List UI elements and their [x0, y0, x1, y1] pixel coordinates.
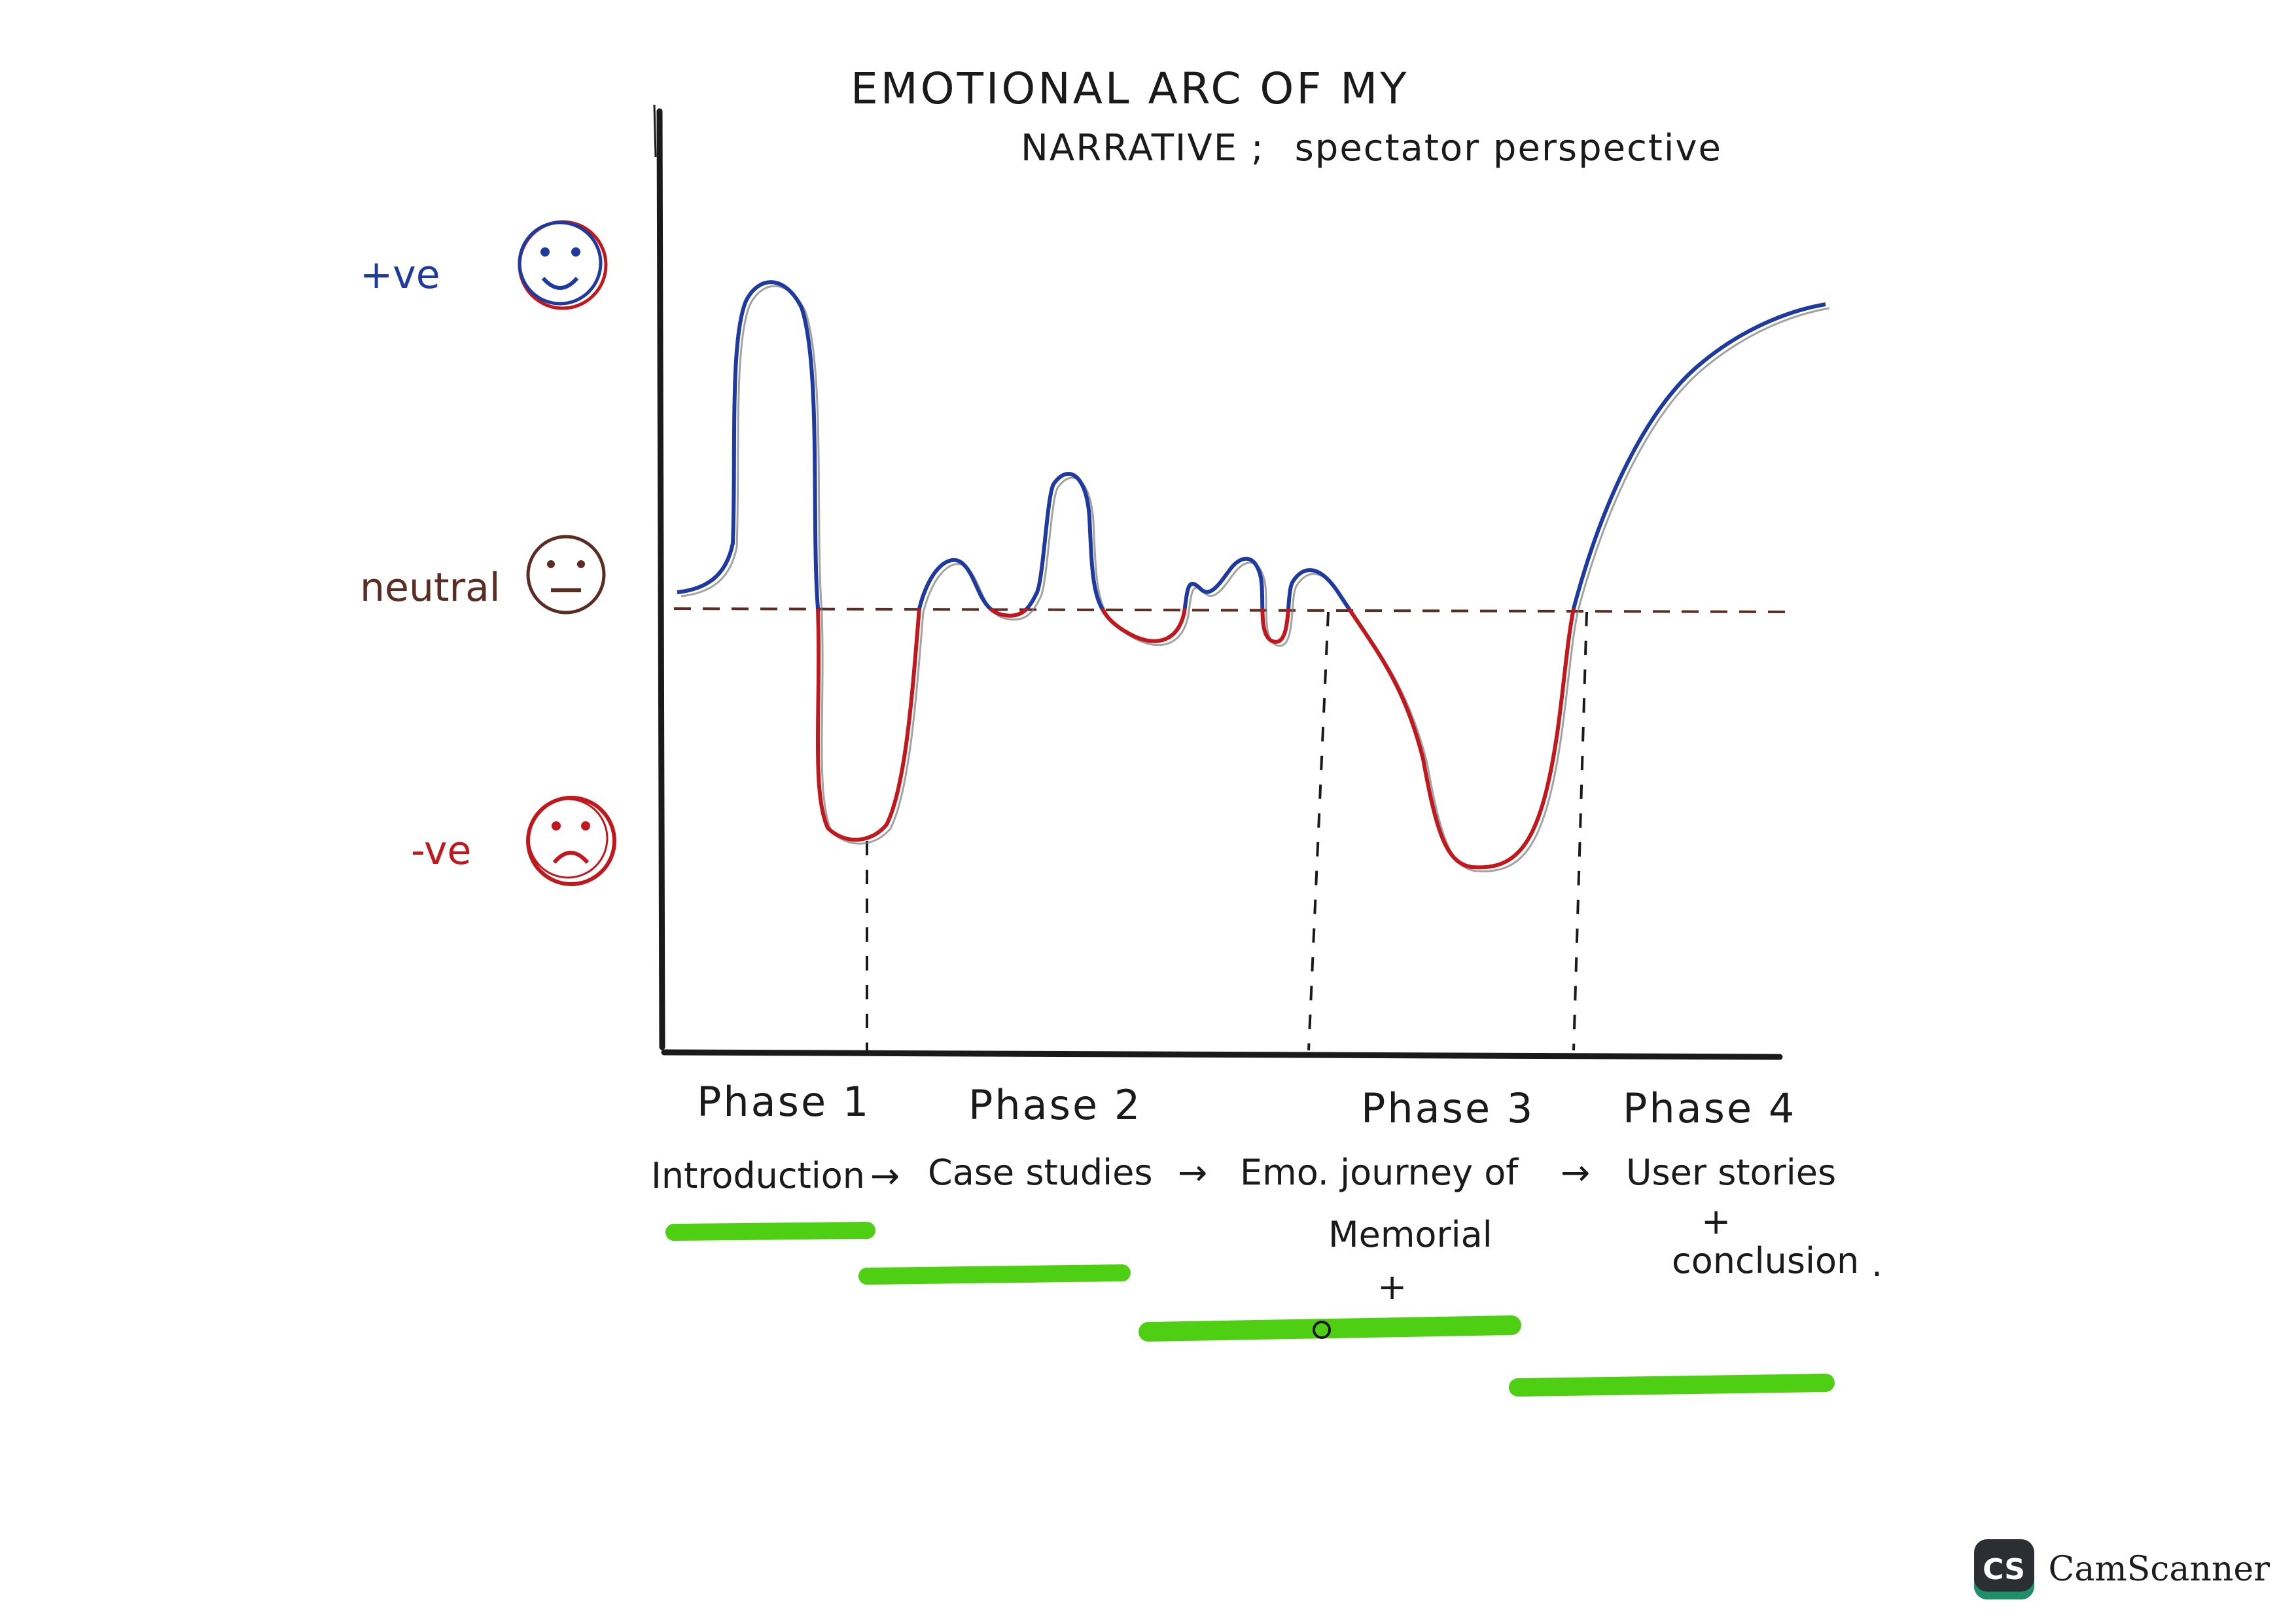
happy-face-icon: [518, 220, 608, 310]
chart-title-line2-caps: NARRATIVE ;: [1021, 127, 1265, 169]
stage-period: .: [1871, 1243, 1882, 1285]
y-level-neutral: neutral: [360, 535, 606, 615]
y-level-positive: +ve: [360, 220, 608, 310]
stage-flow: Introduction → Case studies → Emo. journ…: [651, 1152, 1882, 1308]
phase-label-2: Phase 2: [968, 1081, 1142, 1129]
curve-pencil-guide: [680, 285, 1830, 872]
phase-divider-3: [1572, 611, 1588, 1051]
stage-emo-journey: Emo. journey of: [1240, 1152, 1519, 1193]
y-axis-sketch-stroke: [653, 104, 657, 158]
neutral-baseline: [673, 607, 1793, 613]
y-level-negative: -ve: [411, 796, 616, 886]
emotion-curve: [677, 280, 1830, 872]
y-label-positive: +ve: [360, 252, 440, 298]
stage-memorial: Memorial: [1328, 1214, 1492, 1255]
y-label-neutral: neutral: [360, 565, 501, 611]
axes: [653, 104, 1783, 1060]
phase-label-3: Phase 3: [1361, 1084, 1534, 1132]
highlight-phase-4: [1509, 1374, 1835, 1397]
chart-title-line1: EMOTIONAL ARC OF MY: [851, 63, 1409, 114]
phase-dividers: [866, 611, 1588, 1051]
chart-title-line2-rest: spectator perspective: [1295, 127, 1722, 169]
phase-divider-2: [1307, 611, 1330, 1051]
curve-positive-segment: [677, 280, 1826, 609]
phase-highlights: [665, 1222, 1835, 1397]
stage-plus-2: +: [1701, 1201, 1731, 1242]
highlight-phase-2: [858, 1264, 1131, 1285]
camscanner-text: CamScanner: [2048, 1550, 2270, 1589]
highlight-phase-1: [665, 1222, 875, 1241]
x-axis: [661, 1049, 1783, 1060]
stage-introduction: Introduction: [651, 1155, 865, 1196]
phase-label-1: Phase 1: [697, 1078, 870, 1126]
flow-arrow-1: →: [870, 1155, 900, 1196]
highlight-marker-dot: [1313, 1321, 1331, 1339]
neutral-face-icon: [526, 535, 606, 615]
phase-label-4: Phase 4: [1623, 1084, 1796, 1132]
sad-face-icon: [526, 796, 616, 886]
flow-arrow-2: →: [1178, 1152, 1207, 1193]
stage-user-stories: User stories: [1626, 1152, 1836, 1193]
chart-title-line2: NARRATIVE ; spectator perspective: [1021, 127, 1722, 169]
curve-negative-segment: [815, 609, 1576, 870]
y-label-negative: -ve: [411, 828, 471, 874]
camscanner-watermark: CS CamScanner: [1973, 1539, 2270, 1599]
y-axis: [656, 108, 665, 1050]
stage-case-studies: Case studies: [928, 1152, 1153, 1193]
camscanner-logo: CS: [1973, 1539, 2034, 1599]
stage-conclusion: conclusion: [1672, 1240, 1859, 1281]
flow-arrow-3: →: [1561, 1152, 1590, 1193]
stage-plus-1: +: [1377, 1266, 1407, 1308]
